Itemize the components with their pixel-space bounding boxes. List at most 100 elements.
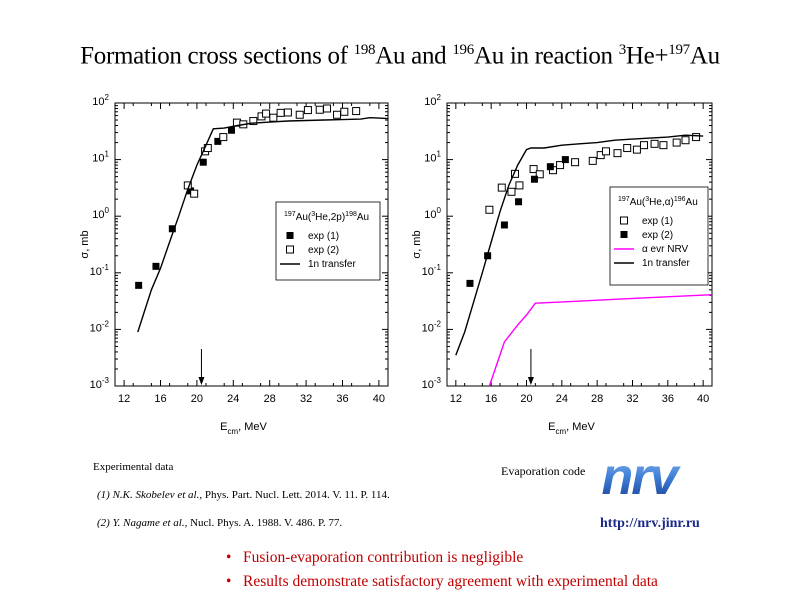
y-tick-label: 100 bbox=[424, 206, 441, 221]
series-line bbox=[455, 134, 704, 356]
data-point-filled bbox=[515, 198, 523, 206]
nrv-url-link[interactable]: http://nrv.jinr.ru bbox=[600, 516, 700, 531]
slide-title: Formation cross sections of 198Au and 19… bbox=[80, 42, 720, 70]
data-point-open bbox=[269, 113, 278, 122]
x-tick-label: 16 bbox=[154, 393, 166, 405]
data-point-open bbox=[632, 145, 641, 154]
data-point-open bbox=[497, 183, 506, 192]
legend-item-label: exp (2) bbox=[642, 230, 673, 241]
x-tick-label: 28 bbox=[591, 393, 603, 405]
data-point-open bbox=[219, 133, 228, 142]
references-heading: Experimental data bbox=[93, 461, 174, 473]
data-point-open bbox=[315, 105, 324, 114]
x-tick-label: 40 bbox=[373, 393, 385, 405]
bullet-item: • Results demonstrate satisfactory agreem… bbox=[226, 573, 658, 590]
x-tick-label: 32 bbox=[626, 393, 638, 405]
legend-item-label: 1n transfer bbox=[642, 258, 690, 269]
reference-2: (2) Y. Nagame et al., Nucl. Phys. A. 198… bbox=[97, 517, 343, 529]
x-tick-label: 20 bbox=[520, 393, 532, 405]
threshold-arrow-head bbox=[198, 377, 205, 385]
data-point-filled bbox=[135, 281, 143, 289]
y-tick-label: 10-1 bbox=[90, 263, 110, 278]
chart-2: 10-3 10-2 10-1 100 101 102 12 16 20 24 28 32 36 40 Ecm… bbox=[411, 93, 713, 436]
data-point-open bbox=[529, 165, 538, 174]
reference-1: (1) N.K. Skobelev et al., Phys. Part. Nu… bbox=[97, 489, 390, 501]
data-point-filled bbox=[214, 137, 222, 145]
y-tick-label: 10-3 bbox=[90, 376, 110, 391]
data-point-filled bbox=[546, 163, 554, 171]
data-point-open bbox=[333, 110, 342, 119]
data-point-open bbox=[352, 107, 361, 116]
plot-frame bbox=[446, 102, 713, 387]
legend-item-label: exp (1) bbox=[642, 216, 673, 227]
x-tick-label: 32 bbox=[300, 393, 312, 405]
x-tick-label: 24 bbox=[227, 393, 239, 405]
y-tick-label: 100 bbox=[92, 206, 109, 221]
data-point-open bbox=[613, 149, 622, 158]
legend-marker-filled bbox=[286, 232, 294, 239]
data-point-filled bbox=[199, 158, 207, 166]
legend-marker-filled bbox=[620, 231, 628, 238]
x-tick-label: 12 bbox=[118, 393, 130, 405]
legend-item-label: 1n transfer bbox=[308, 259, 356, 270]
x-tick-label: 12 bbox=[450, 393, 462, 405]
chart-1: 10-3 10-2 10-1 100 101 102 12 16 20 24 28 32 36 40 Ecm… bbox=[79, 93, 389, 436]
data-point-filled bbox=[168, 225, 176, 233]
x-tick-label: 36 bbox=[662, 393, 674, 405]
y-tick-label: 10-2 bbox=[90, 319, 110, 334]
x-tick-label: 16 bbox=[485, 393, 497, 405]
data-point-open bbox=[276, 108, 285, 117]
x-tick-label: 40 bbox=[697, 393, 709, 405]
legend-title: 197Au(3He,2p)198Au bbox=[284, 211, 369, 223]
data-point-open bbox=[262, 109, 271, 118]
threshold-arrow-head bbox=[527, 377, 534, 385]
data-point-open bbox=[556, 161, 565, 170]
data-point-open bbox=[507, 187, 516, 196]
data-point-open bbox=[535, 170, 544, 179]
conclusion-bullets: • Fusion-evaporation contribution is negl… bbox=[226, 546, 658, 594]
legend-box bbox=[275, 201, 381, 281]
y-tick-label: 102 bbox=[424, 93, 441, 108]
data-point-open bbox=[672, 138, 681, 147]
data-point-filled bbox=[152, 262, 160, 270]
y-tick-label: 102 bbox=[92, 93, 109, 108]
data-point-open bbox=[659, 141, 668, 150]
legend-title: 197Au(3He,α)196Au bbox=[618, 196, 698, 208]
x-tick-label: 24 bbox=[556, 393, 568, 405]
data-point-open bbox=[323, 104, 332, 113]
bullet-item: • Fusion-evaporation contribution is negl… bbox=[226, 549, 524, 566]
data-point-open bbox=[571, 158, 580, 167]
data-point-open bbox=[485, 205, 494, 214]
y-tick-label: 10-1 bbox=[422, 263, 442, 278]
data-point-open bbox=[602, 147, 610, 156]
legend-marker-open bbox=[286, 245, 294, 254]
plot-frame bbox=[114, 102, 389, 387]
y-tick-label: 101 bbox=[92, 150, 109, 165]
legend-marker-open bbox=[620, 216, 628, 225]
x-tick-label: 36 bbox=[336, 393, 348, 405]
data-point-open bbox=[681, 136, 690, 145]
data-point-filled bbox=[530, 175, 538, 183]
y-tick-label: 10-2 bbox=[422, 319, 442, 334]
data-point-filled bbox=[500, 221, 508, 229]
data-point-filled bbox=[227, 126, 235, 134]
x-axis-label: Ecm, MeV bbox=[220, 421, 267, 436]
y-axis-label: σ, mb bbox=[411, 230, 423, 258]
data-point-open bbox=[515, 181, 524, 190]
evaporation-code-label: Evaporation code bbox=[501, 464, 586, 478]
legend-item-label: α evr NRV bbox=[642, 244, 688, 255]
data-point-open bbox=[639, 141, 648, 150]
y-axis-label: σ, mb bbox=[79, 230, 91, 258]
plot-area bbox=[135, 104, 388, 333]
x-tick-label: 20 bbox=[191, 393, 203, 405]
series-line bbox=[488, 294, 712, 386]
data-point-open bbox=[190, 189, 199, 198]
series-line bbox=[137, 116, 388, 333]
nrv-logo-text: nrv bbox=[602, 452, 682, 504]
data-point-open bbox=[340, 107, 349, 116]
nrv-logo: nrv bbox=[602, 452, 684, 504]
data-point-open bbox=[249, 117, 258, 126]
plot-area bbox=[455, 133, 712, 386]
legend-item-label: exp (2) bbox=[308, 245, 339, 256]
data-point-open bbox=[588, 156, 597, 165]
